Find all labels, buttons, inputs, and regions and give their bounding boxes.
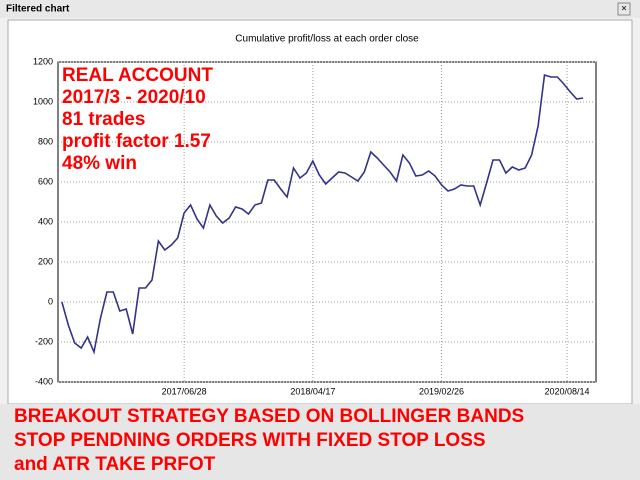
y-tick-label: 800 xyxy=(38,136,53,146)
y-tick-label: 1200 xyxy=(33,56,53,66)
annotation: REAL ACCOUNT xyxy=(62,65,213,86)
footer-text: and ATR TAKE PRFOT xyxy=(14,454,216,475)
close-icon[interactable]: × xyxy=(621,4,627,15)
y-tick-label: -400 xyxy=(35,376,53,386)
x-tick-label: 2019/02/26 xyxy=(419,386,464,396)
annotation: 2017/3 - 2020/10 xyxy=(62,87,206,108)
y-tick-label: 1000 xyxy=(33,96,53,106)
annotation: 48% win xyxy=(62,153,137,174)
chart-title: Cumulative profit/loss at each order clo… xyxy=(235,34,419,45)
y-tick-label: 600 xyxy=(38,176,53,186)
y-tick-label: -200 xyxy=(35,336,53,346)
footer-text: STOP PENDNING ORDERS WITH FIXED STOP LOS… xyxy=(14,430,486,451)
chart-panel xyxy=(7,19,633,405)
close-button[interactable] xyxy=(617,2,631,16)
window-title: Filtered chart xyxy=(6,4,70,15)
footer-band xyxy=(0,404,640,480)
line xyxy=(61,73,584,355)
footer-text: BREAKOUT STRATEGY BASED ON BOLLINGER BAN… xyxy=(14,406,524,427)
y-tick-label: 400 xyxy=(38,216,53,226)
annotation: profit factor 1.57 xyxy=(62,131,211,152)
x-tick-label: 2017/06/28 xyxy=(162,386,207,396)
annotation: 81 trades xyxy=(62,109,145,130)
title-bar xyxy=(0,0,640,18)
x-tick-label: 2018/04/17 xyxy=(290,386,335,396)
y-tick-label: 200 xyxy=(38,256,53,266)
y-tick-label: 0 xyxy=(48,296,53,306)
x-tick-label: 2020/08/14 xyxy=(545,386,590,396)
